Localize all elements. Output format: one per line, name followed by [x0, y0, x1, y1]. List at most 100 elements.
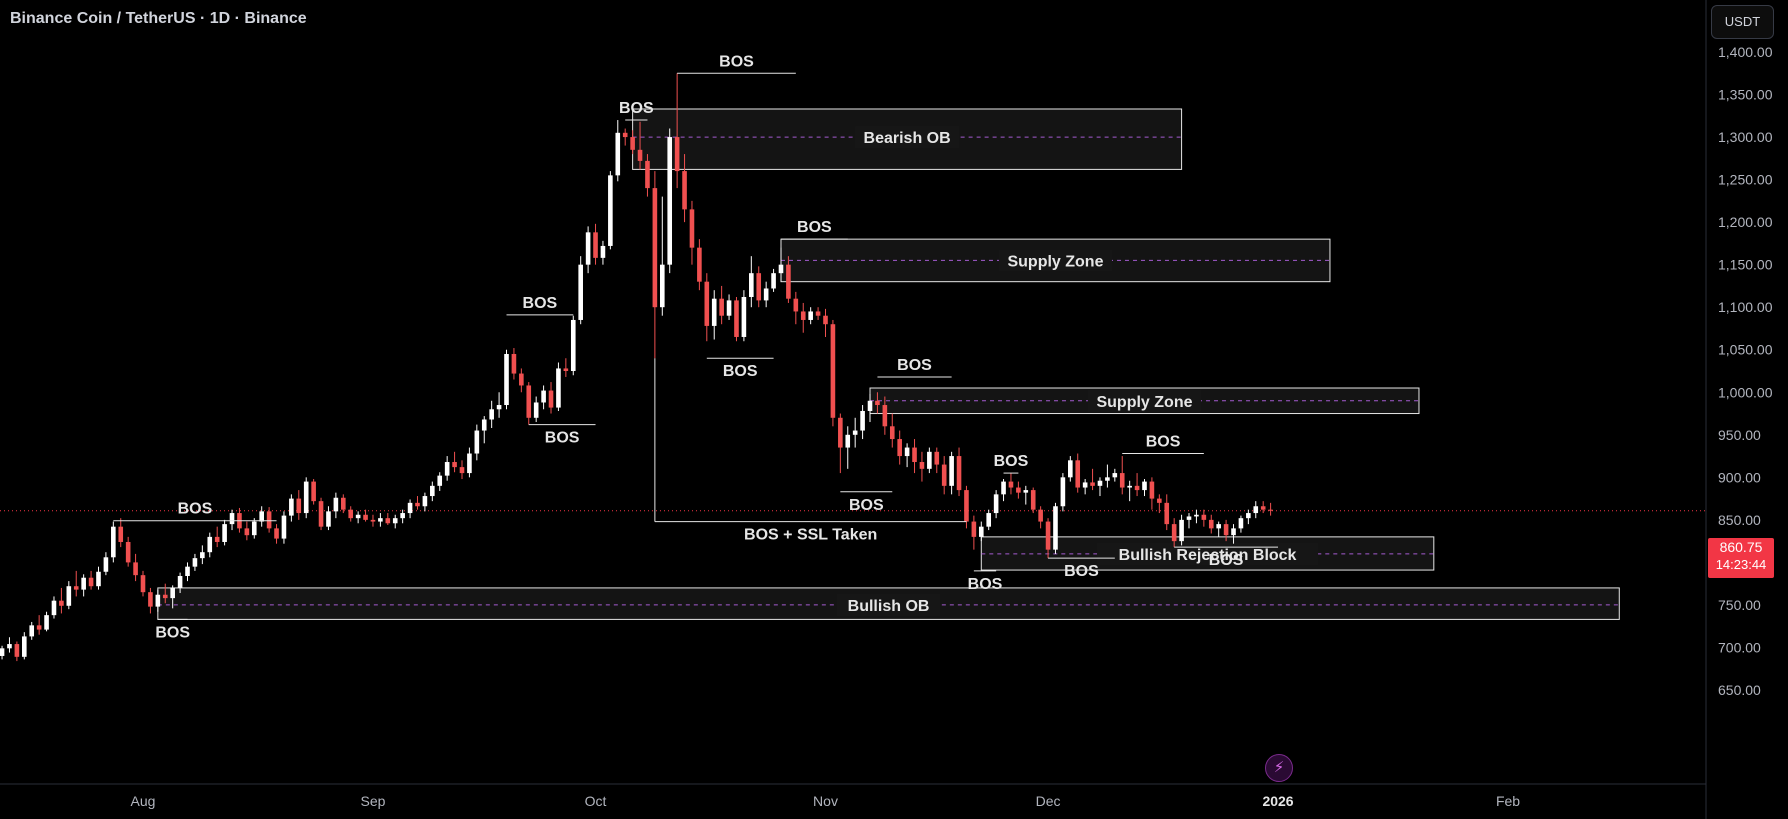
candle-body[interactable]	[111, 526, 116, 558]
candle-body[interactable]	[749, 273, 754, 297]
candle-body[interactable]	[66, 586, 72, 606]
lightning-icon[interactable]: ⚡	[1265, 754, 1293, 782]
candle-body[interactable]	[622, 132, 628, 138]
candle-body[interactable]	[59, 600, 64, 606]
candle-body[interactable]	[919, 462, 925, 469]
candle-body[interactable]	[318, 501, 324, 527]
candle-body[interactable]	[852, 430, 858, 435]
candle-body[interactable]	[400, 513, 405, 519]
candle-body[interactable]	[875, 400, 880, 406]
candle-body[interactable]	[608, 175, 613, 246]
candle-body[interactable]	[585, 232, 591, 265]
candle-body[interactable]	[73, 586, 79, 590]
candle-body[interactable]	[800, 311, 806, 320]
candle-body[interactable]	[1030, 490, 1036, 510]
candle-body[interactable]	[266, 511, 272, 529]
candle-body[interactable]	[370, 519, 376, 522]
candle-body[interactable]	[1157, 498, 1162, 503]
candle-body[interactable]	[1208, 519, 1214, 529]
candle-body[interactable]	[771, 273, 776, 289]
candle-body[interactable]	[1164, 502, 1170, 525]
candle-body[interactable]	[148, 592, 153, 607]
candle-body[interactable]	[838, 417, 843, 448]
candle-body[interactable]	[1023, 490, 1029, 493]
candle-body[interactable]	[296, 498, 302, 514]
candle-body[interactable]	[704, 281, 710, 326]
candle-body[interactable]	[214, 536, 220, 542]
candle-body[interactable]	[51, 600, 57, 616]
candle-body[interactable]	[200, 552, 205, 559]
candle-body[interactable]	[1238, 518, 1244, 529]
candle-body[interactable]	[489, 409, 494, 420]
candle-body[interactable]	[1268, 509, 1273, 511]
candle-body[interactable]	[496, 405, 502, 410]
candle-body[interactable]	[162, 594, 168, 599]
candle-body[interactable]	[934, 451, 940, 465]
candle-body[interactable]	[1045, 521, 1051, 550]
candle-body[interactable]	[407, 502, 413, 514]
candle-body[interactable]	[44, 615, 49, 630]
candle-body[interactable]	[1038, 509, 1043, 522]
candle-body[interactable]	[192, 558, 198, 567]
candle-body[interactable]	[355, 514, 361, 519]
candle-body[interactable]	[971, 521, 977, 537]
candle-body[interactable]	[326, 511, 331, 527]
candle-body[interactable]	[177, 576, 183, 588]
candle-body[interactable]	[303, 481, 309, 514]
candle-body[interactable]	[1246, 513, 1251, 519]
candle-body[interactable]	[993, 494, 999, 514]
candle-body[interactable]	[474, 430, 480, 454]
candle-body[interactable]	[578, 264, 583, 320]
candle-body[interactable]	[778, 264, 784, 274]
candle-body[interactable]	[7, 644, 12, 649]
candle-body[interactable]	[1119, 473, 1125, 488]
candle-body[interactable]	[1179, 519, 1184, 542]
candle-body[interactable]	[823, 315, 828, 325]
candle-body[interactable]	[81, 577, 86, 590]
candle-body[interactable]	[459, 467, 465, 474]
candle-body[interactable]	[964, 490, 969, 522]
candle-body[interactable]	[1105, 477, 1110, 481]
candle-body[interactable]	[1127, 485, 1132, 488]
candle-body[interactable]	[637, 149, 643, 161]
candle-body[interactable]	[830, 324, 836, 418]
candle-body[interactable]	[793, 298, 799, 312]
candle-body[interactable]	[927, 451, 932, 469]
candle-body[interactable]	[889, 426, 895, 440]
candle-body[interactable]	[348, 509, 354, 519]
candle-body[interactable]	[645, 160, 650, 189]
candle-body[interactable]	[734, 300, 739, 337]
candle-body[interactable]	[392, 518, 398, 524]
candle-body[interactable]	[882, 405, 888, 427]
candle-body[interactable]	[155, 594, 161, 607]
candle-body[interactable]	[986, 513, 992, 527]
candle-body[interactable]	[1253, 506, 1259, 514]
candle-body[interactable]	[185, 566, 190, 577]
candle-body[interactable]	[1149, 481, 1155, 499]
candle-body[interactable]	[1090, 482, 1095, 486]
candle-body[interactable]	[281, 515, 287, 539]
candle-body[interactable]	[1097, 480, 1103, 486]
candle-body[interactable]	[1112, 473, 1118, 478]
candle-body[interactable]	[444, 462, 450, 476]
candle-body[interactable]	[860, 410, 865, 431]
candle-body[interactable]	[815, 311, 821, 316]
candle-body[interactable]	[726, 300, 732, 316]
candle-body[interactable]	[1142, 481, 1147, 491]
candle-body[interactable]	[556, 368, 561, 408]
candle-body[interactable]	[504, 353, 509, 406]
candle-body[interactable]	[741, 296, 747, 337]
candle-body[interactable]	[667, 137, 673, 265]
candle-body[interactable]	[22, 636, 27, 657]
candle-body[interactable]	[170, 587, 175, 599]
candle-body[interactable]	[118, 526, 124, 542]
candle-body[interactable]	[452, 462, 457, 468]
candle-body[interactable]	[133, 562, 138, 576]
candle-body[interactable]	[1082, 482, 1088, 488]
currency-button[interactable]: USDT	[1711, 5, 1774, 39]
candle-body[interactable]	[652, 188, 658, 308]
candle-body[interactable]	[548, 390, 554, 408]
candle-body[interactable]	[519, 373, 524, 386]
candle-body[interactable]	[541, 390, 546, 403]
